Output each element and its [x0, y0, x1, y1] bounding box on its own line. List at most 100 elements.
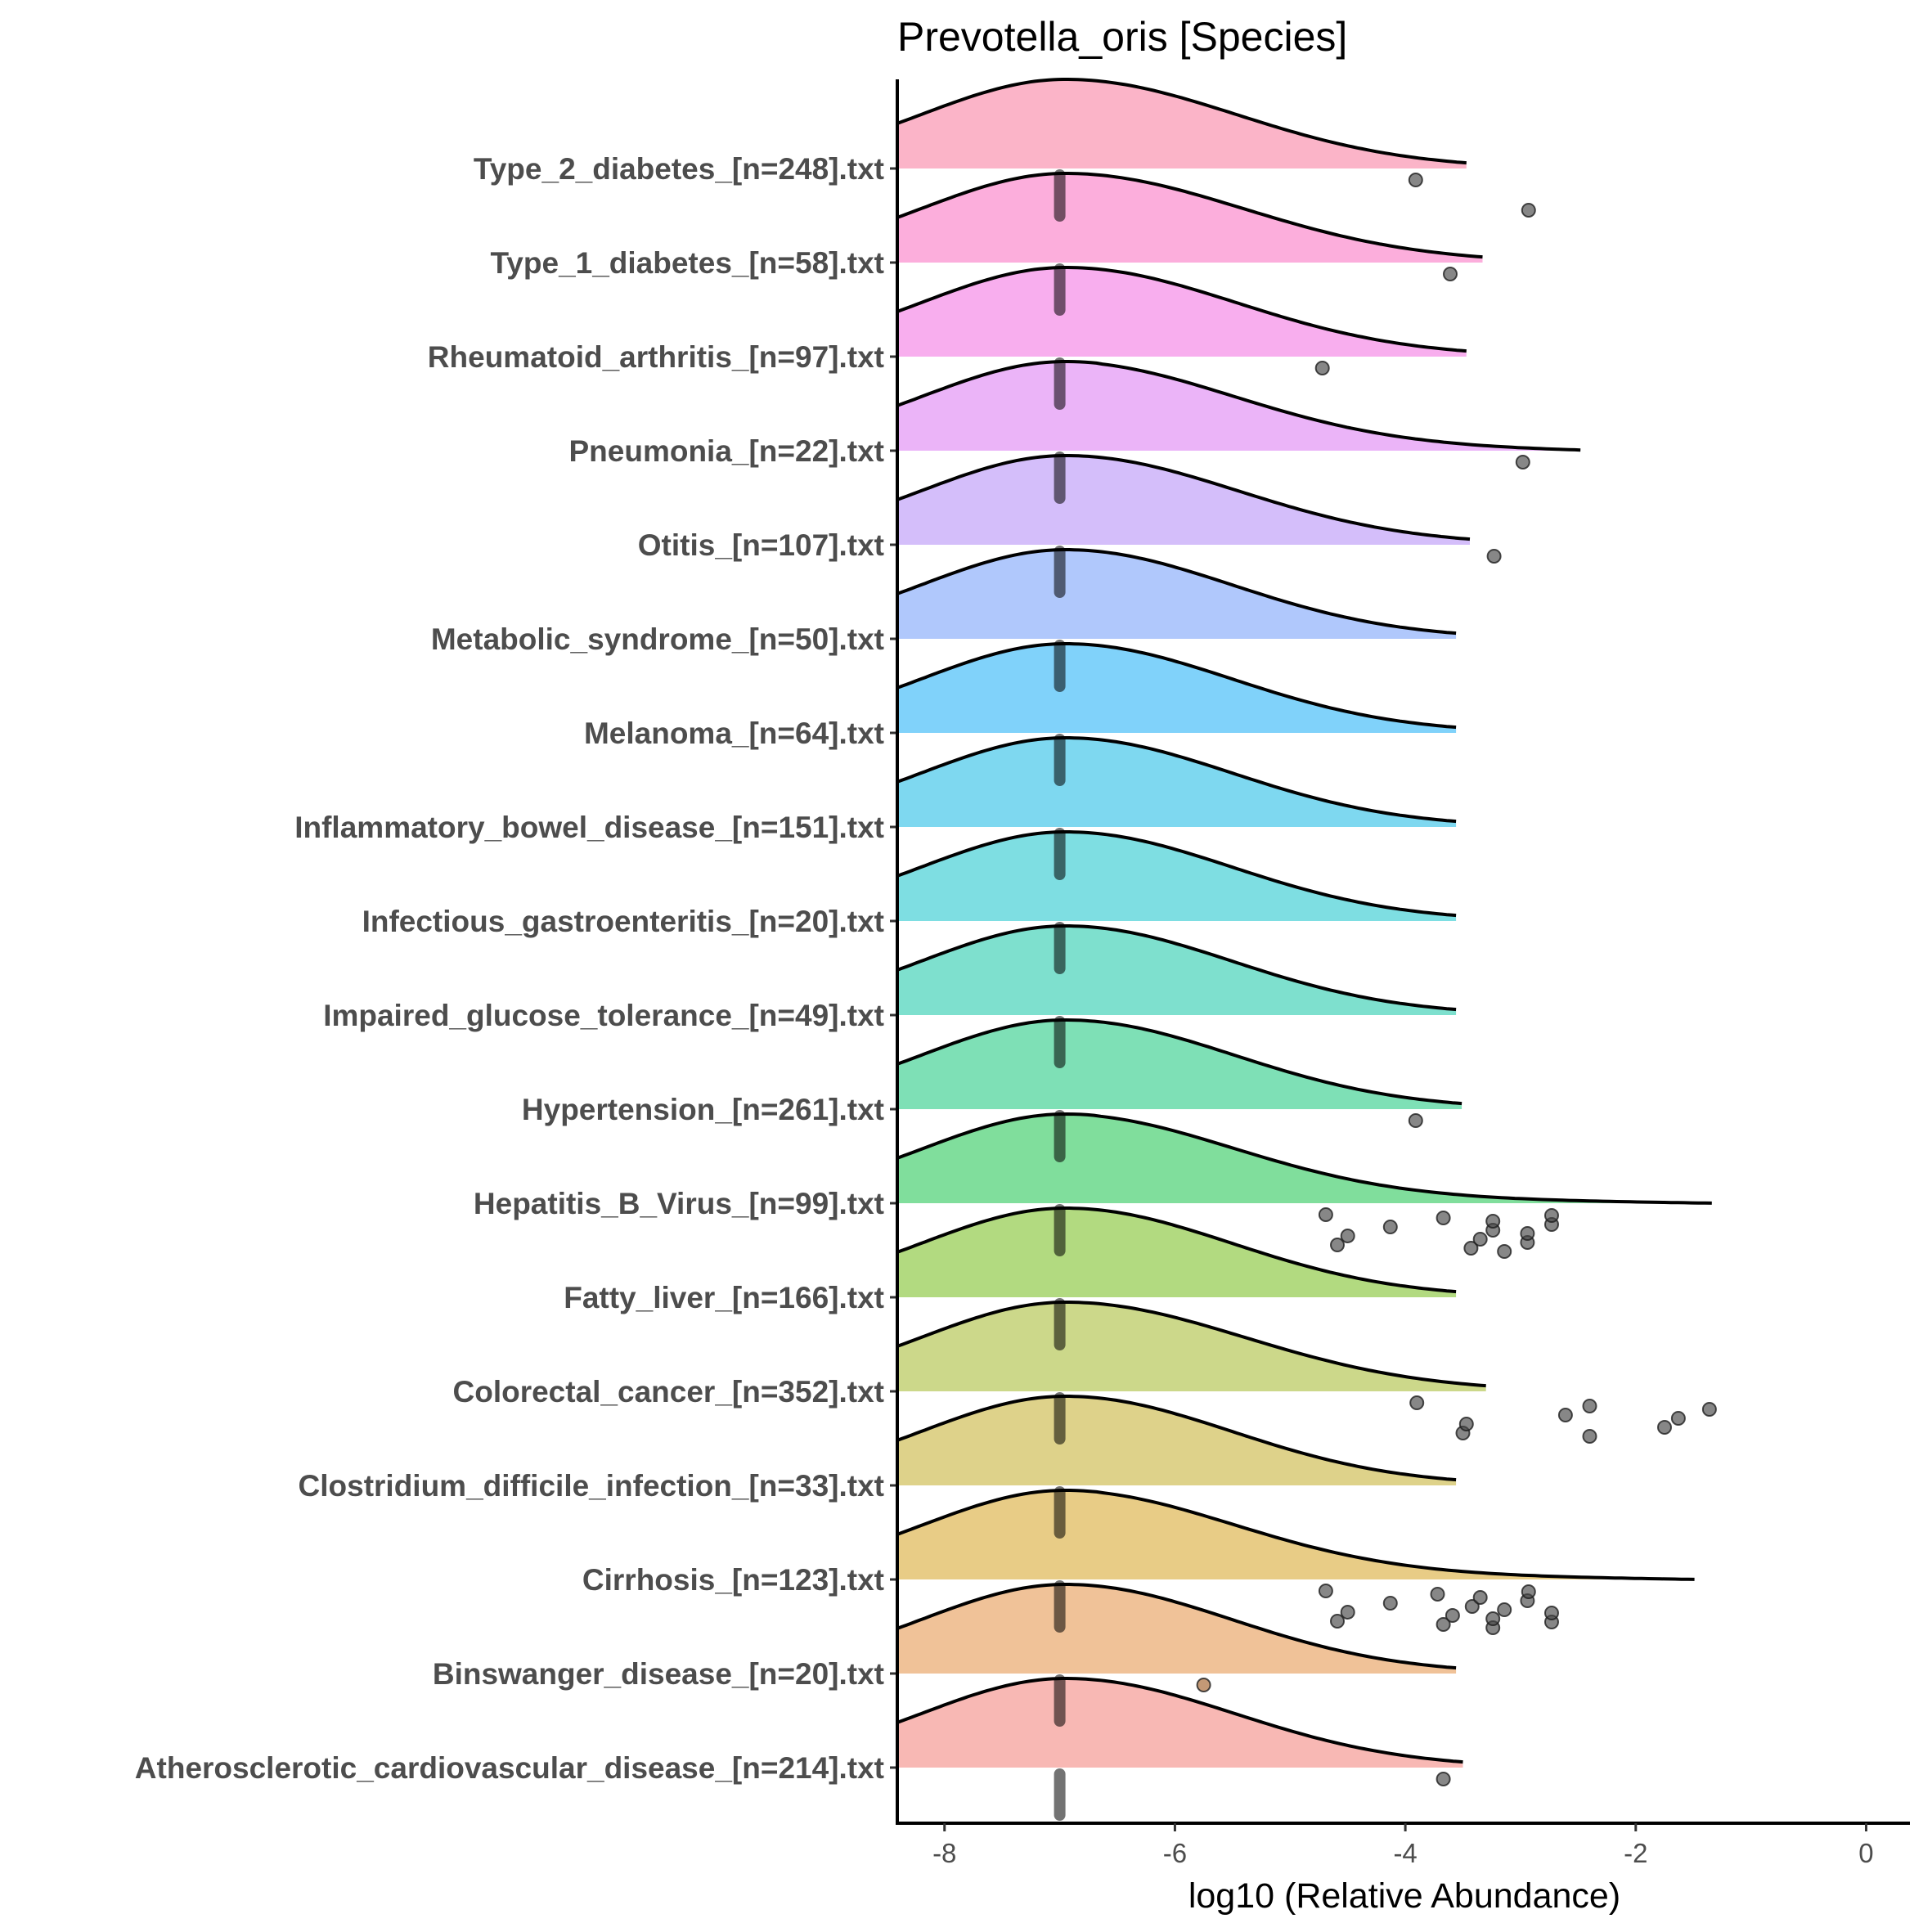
y-tick-label: Type_1_diabetes_[n=58].txt	[490, 246, 884, 280]
outlier-point	[1515, 455, 1530, 470]
x-tick-label: -4	[1393, 1838, 1417, 1868]
ridge-outline	[896, 1206, 1457, 1294]
outlier-point	[1497, 1602, 1512, 1617]
ridge-outline	[896, 266, 1467, 353]
ridge-fill	[897, 1396, 1457, 1485]
ridge-fill	[897, 362, 1581, 451]
y-axis: Type_2_diabetes_[n=248].txt Type_1_diabet…	[135, 79, 899, 1823]
y-tick-label: Atherosclerotic_cardiovascular_disease_[…	[135, 1751, 884, 1785]
outlier-point	[1497, 1244, 1512, 1259]
y-tick-label: Otitis_[n=107].txt	[638, 528, 884, 562]
outlier-point	[1485, 1214, 1501, 1229]
y-tick-label: Colorectal_cancer_[n=352].txt	[453, 1375, 885, 1409]
outlier-point	[1382, 1596, 1398, 1611]
outlier-point	[1657, 1420, 1672, 1435]
outlier-point	[1340, 1605, 1355, 1620]
y-tick-label: Rheumatoid_arthritis_[n=97].txt	[428, 340, 884, 374]
outlier-point	[1408, 1113, 1423, 1128]
outlier-point	[1582, 1429, 1597, 1444]
outlier-point	[1486, 549, 1502, 564]
ridge-outline	[896, 78, 1467, 165]
ridge-fill	[897, 1020, 1462, 1109]
ridge-fill	[897, 1208, 1457, 1297]
ridge-outline	[896, 1301, 1486, 1388]
outlier-point	[1472, 1232, 1488, 1247]
y-tick-label: Inflammatory_bowel_disease_[n=151].txt	[294, 811, 884, 844]
outlier-point	[1409, 1395, 1425, 1410]
x-tick-label: -2	[1624, 1838, 1647, 1868]
outlier-point	[1520, 1226, 1535, 1241]
ridge-outline	[896, 1489, 1695, 1581]
outlier-point	[1436, 1617, 1451, 1632]
x-tick-label: -8	[932, 1838, 956, 1868]
outlier-point	[1436, 1211, 1451, 1225]
ridge-fill	[897, 832, 1457, 921]
ridge-fill	[897, 456, 1470, 545]
y-tick-label: Binswanger_disease_[n=20].txt	[433, 1657, 884, 1691]
outlier-point	[1318, 1207, 1333, 1222]
y-tick-label: Hypertension_[n=261].txt	[522, 1093, 884, 1126]
y-tick-label: Clostridium_difficile_infection_[n=33].t…	[299, 1469, 884, 1503]
ridge-outline	[896, 1583, 1457, 1670]
ridge-fill	[897, 644, 1457, 733]
outlier-point	[1408, 173, 1423, 187]
y-tick-label: Fatty_liver_[n=166].txt	[564, 1281, 884, 1314]
y-tick-label: Infectious_gastroenteritis_[n=20].txt	[362, 905, 884, 938]
outlier-point	[1430, 1587, 1445, 1602]
ridge-fill	[897, 550, 1457, 639]
ridge-fill	[897, 1302, 1486, 1391]
ridge-fill	[897, 926, 1457, 1015]
ridge-outline	[896, 360, 1581, 452]
outlier-point	[1458, 1417, 1474, 1431]
outlier-point	[1318, 1584, 1333, 1598]
outlier-point	[1557, 1408, 1573, 1422]
x-axis-label: log10 (Relative Abundance)	[1188, 1876, 1620, 1916]
y-tick-label: Hepatitis_B_Virus_[n=99].txt	[474, 1187, 884, 1220]
y-tick-label: Impaired_glucose_tolerance_[n=49].txt	[323, 999, 884, 1032]
y-tick-label: Pneumonia_[n=22].txt	[568, 434, 884, 468]
ridge-outline	[896, 736, 1457, 824]
outlier-point	[1443, 267, 1458, 281]
outlier-point	[1445, 1608, 1460, 1623]
outlier-point	[1485, 1611, 1501, 1626]
ridge-outline	[896, 1112, 1712, 1205]
outlier-point	[1330, 1614, 1345, 1629]
y-tick-label: Cirrhosis_[n=123].txt	[582, 1563, 884, 1597]
outlier-point	[1463, 1241, 1479, 1256]
ridge-outline	[896, 548, 1457, 636]
ridge-fill	[897, 738, 1457, 827]
ridge-fill	[897, 267, 1467, 357]
ridge-fill	[897, 79, 1467, 168]
x-tick-label: 0	[1858, 1838, 1873, 1868]
outlier-point	[1521, 203, 1536, 218]
ridge-fill	[897, 173, 1483, 263]
y-tick-label: Metabolic_syndrome_[n=50].txt	[431, 622, 884, 656]
outlier-point	[1340, 1229, 1355, 1243]
outlier-point	[1472, 1590, 1488, 1605]
ridge-outline	[896, 642, 1457, 730]
ridges-layer	[896, 78, 1712, 1768]
outlier-point	[1330, 1238, 1345, 1252]
ridge-outline	[896, 454, 1471, 541]
x-axis: -8 -6 -4 -2 0	[896, 1822, 1910, 1868]
points-layer	[1054, 169, 1717, 1821]
outlier-point	[1196, 1678, 1211, 1692]
outlier-point	[1701, 1402, 1717, 1417]
outlier-point	[1521, 1584, 1536, 1599]
outlier-point	[1544, 1606, 1559, 1620]
outlier-point	[1582, 1399, 1597, 1413]
outlier-point	[1544, 1208, 1559, 1223]
y-tick-label: Type_2_diabetes_[n=248].txt	[474, 152, 884, 186]
ridge-outline	[896, 830, 1457, 918]
ridge-outline	[896, 172, 1483, 259]
ridge-fill	[897, 1678, 1463, 1768]
x-tick-label: -6	[1163, 1838, 1187, 1868]
chart-title: Prevotella_oris [Species]	[897, 14, 1347, 60]
ridge-outline	[896, 1018, 1462, 1106]
ridge-outline	[896, 1395, 1457, 1482]
outlier-point	[1314, 361, 1330, 375]
outlier-point	[1670, 1411, 1686, 1426]
ridge-fill	[897, 1584, 1457, 1674]
ridge-outline	[896, 924, 1457, 1012]
